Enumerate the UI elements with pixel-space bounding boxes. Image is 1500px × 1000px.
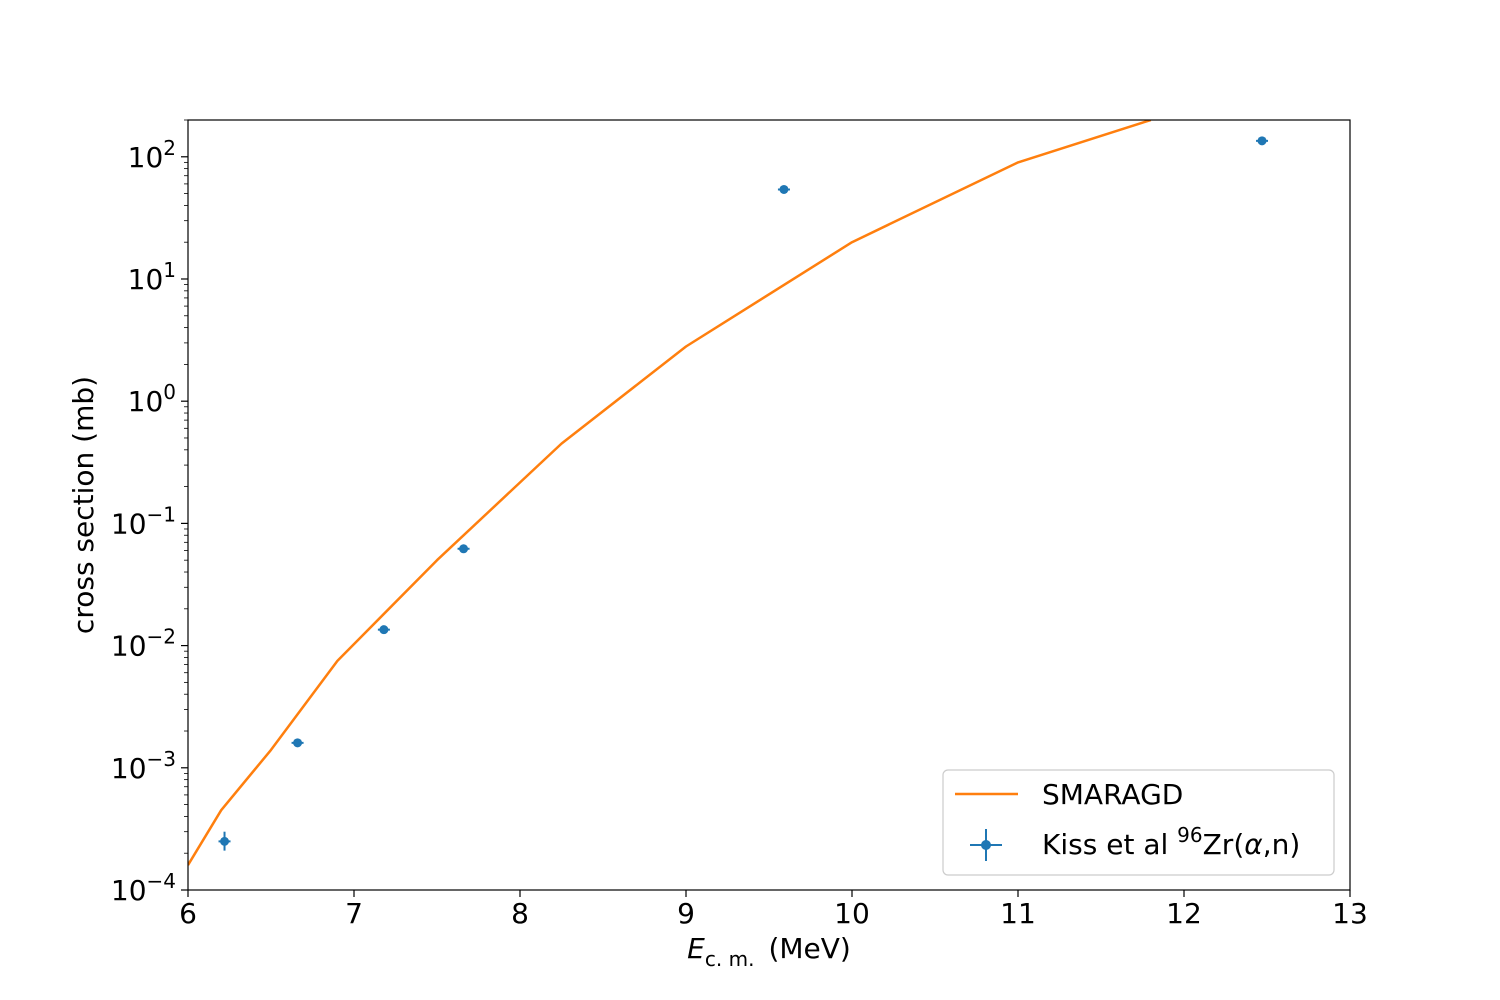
legend-label-kiss: Kiss et al 96Zr(α,n) [1042,823,1300,861]
y-axis-ticks: 10−4 10−3 10−2 10−1 100 101 102 [111,119,188,907]
x-axis-ticks: 6 7 8 9 10 11 12 13 [179,890,1368,930]
plot-area [188,120,1269,866]
y-tick-label: 102 [128,136,176,174]
data-point-kiss [1256,136,1269,146]
x-tick-label: 7 [345,897,363,930]
x-tick-label: 13 [1332,897,1368,930]
legend-kiss-suffix: ,n) [1263,828,1301,861]
data-point-kiss [291,738,304,748]
legend-swatch-kiss [970,829,1002,861]
y-tick-label: 10−1 [111,502,176,540]
legend-kiss-prefix: Kiss et al [1042,828,1177,861]
y-axis-title: cross section (mb) [67,376,100,634]
x-axis-title: Ec. m. (MeV) [687,932,851,971]
y-tick-label: 100 [128,380,176,418]
x-tick-label: 11 [1000,897,1036,930]
data-point-kiss [377,625,390,635]
legend-kiss-alpha: α [1244,828,1263,861]
plot-frame [187,119,1351,891]
data-point-kiss [777,184,790,194]
x-axis-title-symbol: E [687,932,705,965]
x-axis-title-subscript: c. m. [705,947,755,971]
data-marker [293,738,303,748]
data-marker [379,625,389,635]
y-tick-label: 101 [128,258,176,296]
x-tick-label: 6 [179,897,197,930]
data-marker [220,836,230,846]
data-marker [779,184,789,194]
x-axis-title-units: (MeV) [768,932,850,965]
series-line-smaragd [188,120,1152,866]
y-tick-label: 10−2 [111,625,176,663]
x-tick-label: 8 [511,897,529,930]
data-marker [459,544,469,554]
legend-kiss-mass-number: 96 [1177,823,1202,847]
legend: SMARAGD Kiss et al 96Zr(α,n) [942,769,1335,876]
y-tick-label: 10−4 [111,869,176,907]
x-tick-label: 9 [677,897,695,930]
legend-kiss-element: Zr( [1203,828,1245,861]
y-tick-label: 10−3 [111,747,176,785]
data-point-kiss [218,831,231,851]
data-marker [1257,136,1267,146]
x-tick-label: 10 [834,897,870,930]
data-point-kiss [457,544,470,554]
legend-box [942,769,1335,876]
x-tick-label: 12 [1166,897,1202,930]
legend-label-smaragd: SMARAGD [1042,778,1183,811]
